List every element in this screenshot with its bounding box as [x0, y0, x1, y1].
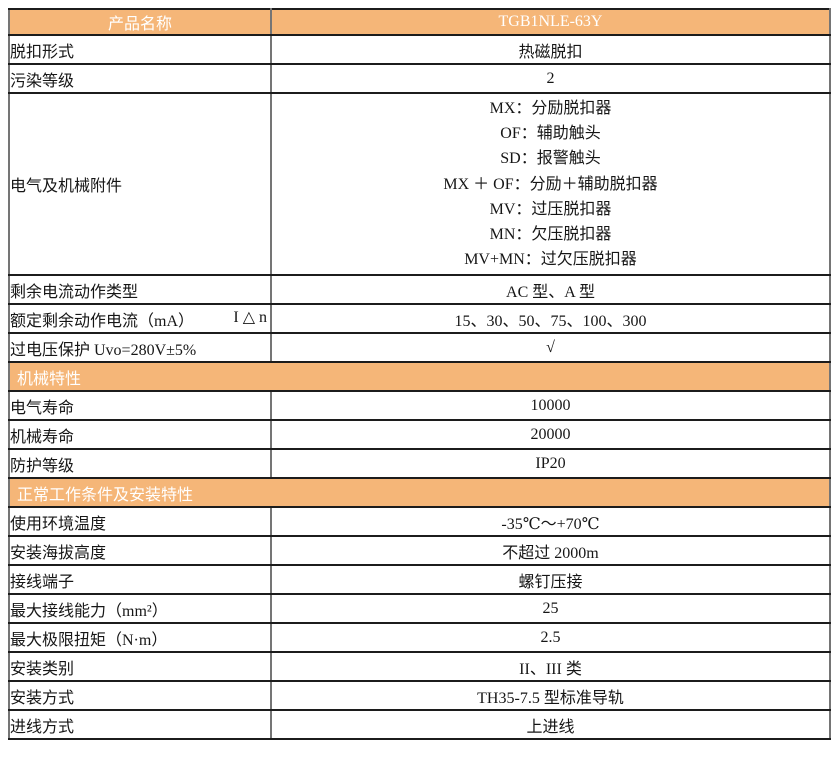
spec-label-text: 最大极限扭矩（N·m）	[10, 631, 168, 649]
spec-label-text: 污染等级	[10, 72, 75, 90]
spec-value: 螺钉压接	[270, 564, 831, 596]
table-row: 脱扣形式 热磁脱扣	[8, 34, 831, 65]
spec-value: II、III 类	[270, 651, 831, 683]
spec-label-text: 接线端子	[10, 573, 75, 591]
table-row: 接线端子 螺钉压接	[8, 564, 831, 596]
spec-label: 电气及机械附件	[8, 91, 272, 277]
table-row: 剩余电流动作类型 AC 型、A 型	[8, 274, 831, 306]
spec-label-text: 脱扣形式	[10, 43, 75, 61]
table-row: 防护等级 IP20	[8, 448, 831, 480]
spec-label-text: 安装海拔高度	[10, 544, 107, 562]
spec-value: MX：分励脱扣器 OF：辅助触头 SD：报警触头 MX ＋ OF：分励＋辅助脱扣器 MV…	[270, 91, 831, 277]
section-header-row: 正常工作条件及安装特性	[8, 477, 831, 509]
table-row: 过电压保护 Uvo=280V±5% √	[8, 332, 831, 364]
spec-label-text: 额定剩余动作电流（mA）	[10, 312, 195, 330]
section-title: 正常工作条件及安装特性	[8, 477, 831, 509]
spec-label: 最大极限扭矩（N·m）	[8, 622, 272, 654]
spec-value: 上进线	[270, 709, 831, 741]
spec-value: AC 型、A 型	[270, 274, 831, 306]
spec-label: 使用环境温度	[8, 506, 272, 538]
spec-label-text: 安装方式	[10, 689, 75, 707]
table-row: 电气及机械附件 MX：分励脱扣器 OF：辅助触头 SD：报警触头 MX ＋ OF：分励＋…	[8, 91, 831, 277]
product-spec-table: 产品名称 TGB1NLE-63Y 脱扣形式 热磁脱扣 污染等级 2 电气及机械附件 MX：…	[8, 8, 831, 741]
table-row: 安装类别 II、III 类	[8, 651, 831, 683]
spec-value: TH35-7.5 型标准导轨	[270, 680, 831, 712]
spec-value-line: OF：辅助触头	[500, 125, 601, 143]
table-row: 进线方式 上进线	[8, 709, 831, 741]
table-row: 最大极限扭矩（N·m） 2.5	[8, 622, 831, 654]
spec-value: 2.5	[270, 622, 831, 654]
spec-value: 2	[270, 63, 831, 94]
table-row: 安装海拔高度 不超过 2000m	[8, 535, 831, 567]
spec-value: 热磁脱扣	[270, 34, 831, 65]
spec-label: 防护等级	[8, 448, 272, 480]
spec-value: -35℃～+70℃	[270, 506, 831, 538]
spec-value-line: MV+MN：过欠压脱扣器	[464, 251, 637, 269]
spec-value: 15、30、50、75、100、300	[270, 303, 831, 335]
table-row: I △ n 额定剩余动作电流（mA） 15、30、50、75、100、300	[8, 303, 831, 335]
spec-label: 接线端子	[8, 564, 272, 596]
spec-value: 不超过 2000m	[270, 535, 831, 567]
spec-label: 安装海拔高度	[8, 535, 272, 567]
spec-value-line: MV：过压脱扣器	[489, 200, 612, 218]
table-row: 机械寿命 20000	[8, 419, 831, 451]
table-header-row: 产品名称 TGB1NLE-63Y	[8, 8, 831, 36]
table-header-label: 产品名称	[8, 8, 272, 36]
spec-label-text: 安装类别	[10, 660, 75, 678]
table-row: 电气寿命 10000	[8, 390, 831, 422]
table-row: 使用环境温度 -35℃～+70℃	[8, 506, 831, 538]
section-header-row: 机械特性	[8, 361, 831, 393]
spec-value: √	[270, 332, 831, 364]
table-row: 安装方式 TH35-7.5 型标准导轨	[8, 680, 831, 712]
spec-label-text: 使用环境温度	[10, 515, 107, 533]
spec-label: 过电压保护 Uvo=280V±5%	[8, 332, 272, 364]
spec-value: 20000	[270, 419, 831, 451]
spec-label-text: 剩余电流动作类型	[10, 283, 139, 301]
spec-value-line: MX ＋ OF：分励＋辅助脱扣器	[443, 175, 658, 193]
spec-label: 脱扣形式	[8, 34, 272, 65]
table-row: 污染等级 2	[8, 63, 831, 94]
spec-label-symbol: I △ n	[233, 308, 267, 326]
spec-label: 污染等级	[8, 63, 272, 94]
spec-label: 机械寿命	[8, 419, 272, 451]
spec-label-text: 机械寿命	[10, 428, 75, 446]
spec-label-text: 过电压保护 Uvo=280V±5%	[10, 341, 197, 359]
table-header-value: TGB1NLE-63Y	[270, 8, 831, 36]
spec-label-text: 最大接线能力（mm²）	[10, 602, 168, 620]
spec-label: 进线方式	[8, 709, 272, 741]
spec-label-text: 防护等级	[10, 457, 75, 475]
spec-value-line: SD：报警触头	[500, 150, 601, 168]
section-title: 机械特性	[8, 361, 831, 393]
spec-value-line: MN：欠压脱扣器	[489, 225, 612, 243]
spec-label: 最大接线能力（mm²）	[8, 593, 272, 625]
spec-label: 安装方式	[8, 680, 272, 712]
spec-value: 10000	[270, 390, 831, 422]
spec-label: 电气寿命	[8, 390, 272, 422]
spec-label: I △ n 额定剩余动作电流（mA）	[8, 303, 272, 335]
spec-label-text: 电气寿命	[10, 399, 75, 417]
table-row: 最大接线能力（mm²） 25	[8, 593, 831, 625]
spec-value-line: MX：分励脱扣器	[489, 100, 612, 117]
spec-value: IP20	[270, 448, 831, 480]
spec-label-text: 进线方式	[10, 718, 75, 736]
spec-value: 25	[270, 593, 831, 625]
spec-label: 剩余电流动作类型	[8, 274, 272, 306]
spec-label: 安装类别	[8, 651, 272, 683]
